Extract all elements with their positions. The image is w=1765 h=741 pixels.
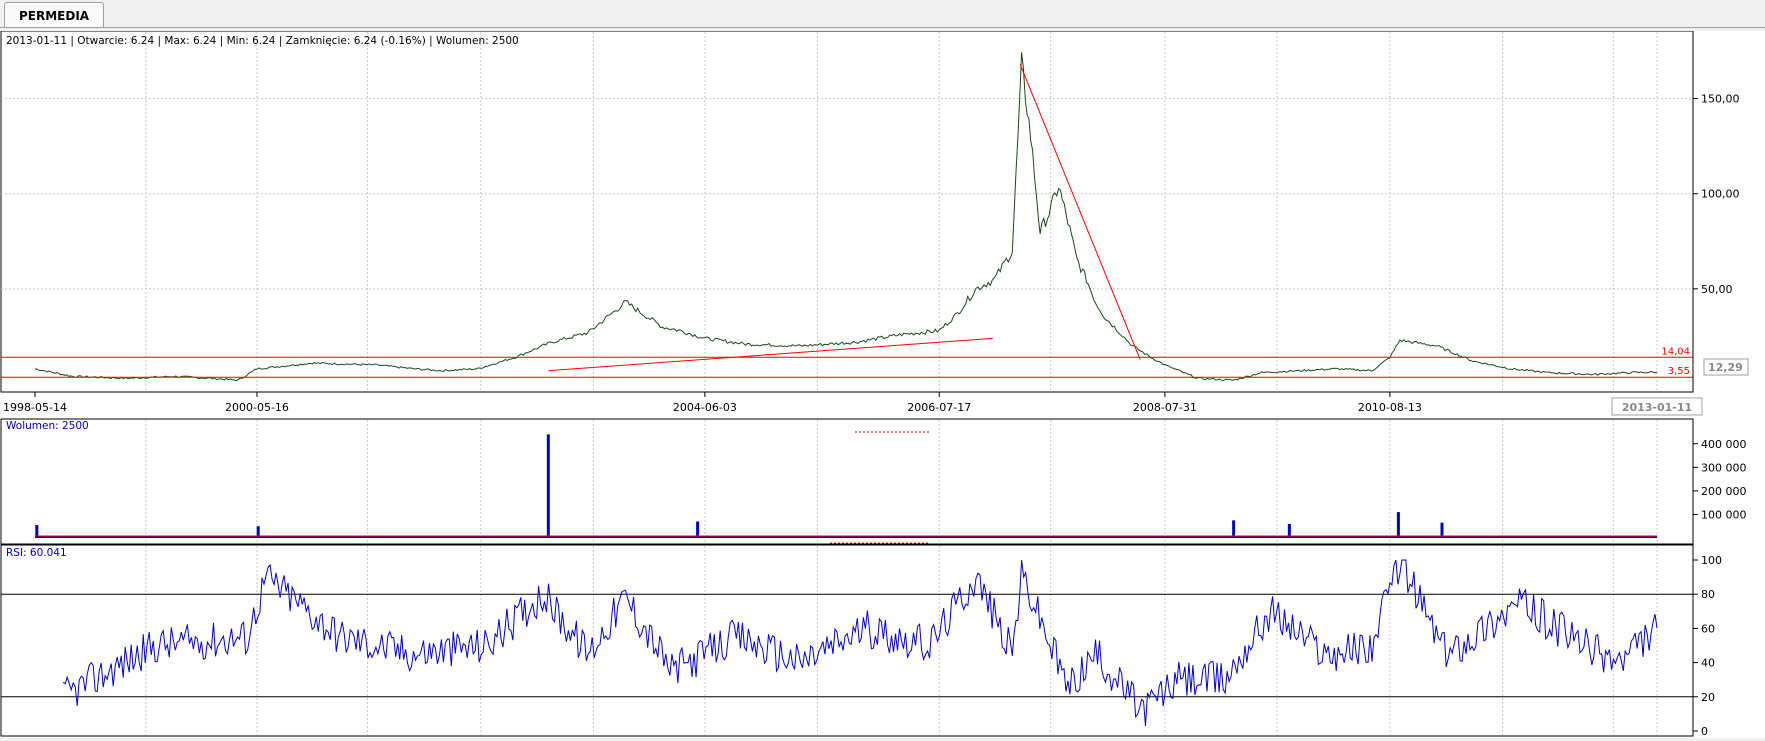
- price-y-tick-label: 100,00: [1701, 188, 1740, 201]
- grid-lines: [1, 32, 1693, 735]
- info-change: (-0.16%): [380, 35, 425, 47]
- x-tick-label: 2010-08-13: [1358, 401, 1422, 414]
- last-price-label: 12,29: [1708, 361, 1743, 374]
- last-date-box: [1611, 397, 1703, 416]
- volume-spike-bar: [256, 526, 260, 538]
- stock-chart-svg[interactable]: 2013-01-11 | Otwarcie: 6.24 | Max: 6.24 …: [0, 30, 1765, 738]
- volume-spike-bar: [696, 521, 700, 538]
- x-tick-label: 2006-07-17: [907, 401, 971, 414]
- rsi-y-tick-label: 40: [1701, 657, 1715, 670]
- x-tick-label: 2004-06-03: [673, 401, 737, 414]
- last-price-box: [1703, 358, 1749, 376]
- volume-spike-bar: [546, 434, 550, 538]
- info-open: 6.24: [131, 35, 155, 47]
- info-close-label: Zamknięcie:: [286, 35, 351, 47]
- rsi-y-tick-label: 20: [1701, 691, 1715, 704]
- volume-spike-bar: [35, 525, 39, 538]
- tab-permedia[interactable]: PERMEDIA: [4, 2, 105, 27]
- volume-baseline-bars: [35, 535, 1657, 538]
- price-series-line: [34, 52, 1658, 382]
- volume-y-tick-label: 400 000: [1701, 438, 1747, 451]
- info-date: 2013-01-11: [6, 35, 67, 47]
- rsi-y-tick-label: 60: [1701, 622, 1715, 635]
- rsi-panel-label: RSI: 60.041: [6, 547, 67, 559]
- x-tick-label: 1998-05-14: [3, 401, 67, 414]
- x-tick-label: 2000-05-16: [225, 401, 289, 414]
- trendline-1: [1019, 64, 1141, 360]
- rsi-y-tick-label: 80: [1701, 588, 1715, 601]
- info-volume-label: Wolumen:: [436, 35, 489, 47]
- info-open-label: Otwarcie:: [77, 35, 127, 47]
- rsi-y-tick-label: 0: [1701, 725, 1708, 738]
- horizontal-line-label-0: 14,04: [1661, 346, 1690, 357]
- rsi-layer: 100 80 60 40 20 0: [1, 546, 1722, 738]
- volume-spike-bar: [1396, 512, 1400, 538]
- volume-y-tick-label: 200 000: [1701, 485, 1747, 498]
- info-min-label: Min:: [227, 35, 249, 47]
- info-min: 6.24: [252, 35, 276, 47]
- volume-y-tick-label: 100 000: [1701, 508, 1747, 521]
- rsi-panel-frame: [0, 544, 1694, 737]
- info-volume: 2500: [492, 35, 519, 47]
- horizontal-line-label-1: 3,55: [1668, 366, 1690, 377]
- volume-spike-bar: [1440, 522, 1444, 538]
- last-date-label: 2013-01-11: [1622, 401, 1692, 414]
- price-y-tick-label: 150,00: [1701, 93, 1740, 106]
- tab-bar: PERMEDIA: [0, 0, 1765, 28]
- x-tick-label: 2008-07-31: [1133, 401, 1197, 414]
- volume-layer: 400 000 300 000 200 000 100 000: [35, 420, 1747, 544]
- volume-y-tick-label: 300 000: [1701, 461, 1747, 474]
- volume-spike-bar: [1287, 523, 1291, 538]
- info-max: 6.24: [193, 35, 217, 47]
- volume-panel-frame: [0, 418, 1694, 545]
- price-layer: 14,04 3,55 150,00 100,00 50,00 12,29 1998-05-1…: [1, 46, 1749, 433]
- info-bar: 2013-01-11 | Otwarcie: 6.24 | Max: 6.24 …: [6, 35, 519, 47]
- rsi-series-line: [62, 559, 1658, 727]
- info-max-label: Max:: [164, 35, 189, 47]
- info-close: 6.24: [354, 35, 378, 47]
- chart-area[interactable]: 2013-01-11 | Otwarcie: 6.24 | Max: 6.24 …: [0, 30, 1765, 738]
- rsi-y-tick-label: 100: [1701, 554, 1722, 567]
- trendline-0: [548, 337, 993, 372]
- volume-panel-label: Wolumen: 2500: [6, 420, 89, 432]
- price-panel-frame: [0, 30, 1694, 393]
- volume-spike-bar: [1232, 520, 1236, 538]
- price-y-tick-label: 50,00: [1701, 283, 1733, 296]
